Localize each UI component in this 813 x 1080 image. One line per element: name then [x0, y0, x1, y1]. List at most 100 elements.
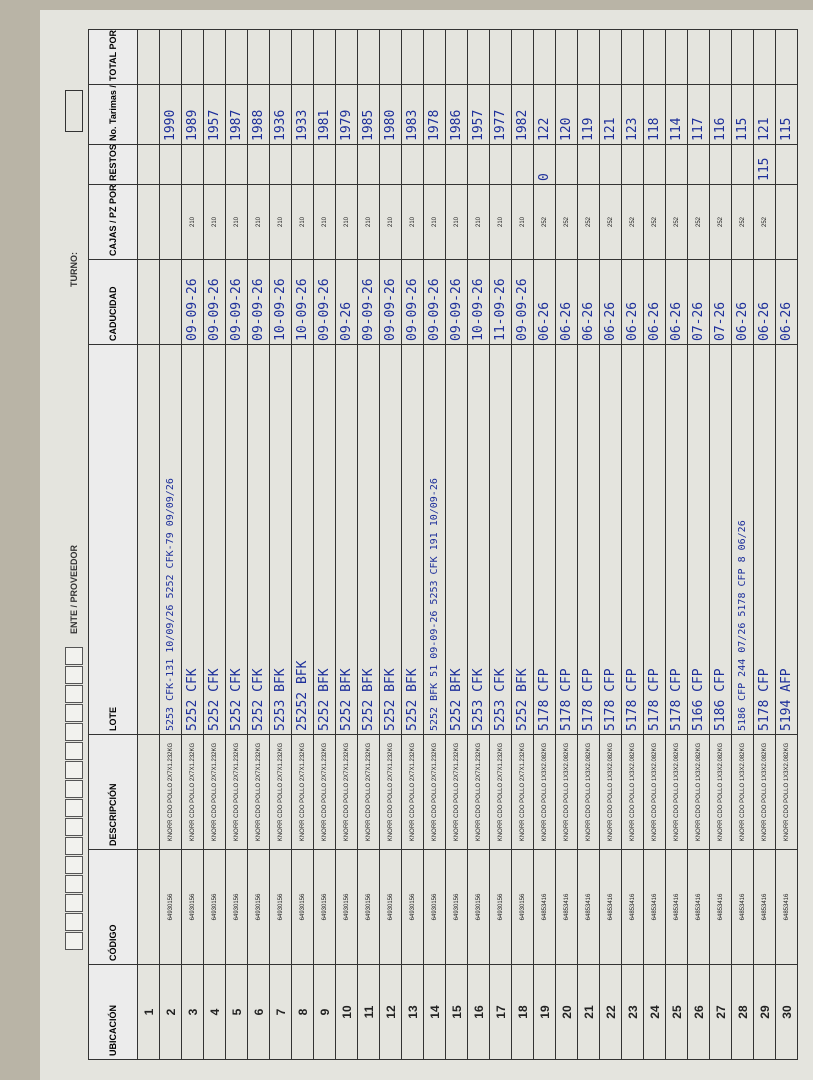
column-header: TOTAL POR CONSEC.	[88, 29, 138, 85]
table-cell: 13	[401, 964, 424, 1060]
checkbox	[65, 666, 83, 684]
table-cell: 25	[665, 964, 688, 1060]
table-cell: 5252 CFK	[247, 344, 270, 735]
table-cell: KNORR CDO POLLO 2X7X1.232KG	[445, 734, 468, 850]
table-cell	[489, 144, 512, 185]
table-cell	[511, 29, 534, 85]
table-cell: 5166 CFP	[687, 344, 710, 735]
checkbox-strip	[65, 646, 83, 950]
table-cell: 1982	[511, 84, 534, 145]
checkbox	[65, 761, 83, 779]
shift-label: TURNO:	[69, 252, 79, 287]
table-row: 18 64930156 KNORR CDO POLLO 2X7X1.232KG 525…	[511, 29, 534, 1060]
table-cell: KNORR CDO POLLO 2X7X1.232KG	[335, 734, 358, 850]
table-cell: 5186 CFP	[709, 344, 732, 735]
table-cell: 252	[709, 184, 732, 260]
table-cell: KNORR CDO POLLO 1X3X2.082KG	[555, 734, 578, 850]
table-cell: 06-26	[643, 259, 666, 345]
table-cell: 06-26	[731, 259, 754, 345]
table-cell: KNORR CDO POLLO 2X7X1.232KG	[489, 734, 512, 850]
table-cell: 210	[489, 184, 512, 260]
table-cell: 120	[555, 84, 578, 145]
table-cell: 64853416	[599, 849, 622, 965]
table-cell: 1	[137, 964, 160, 1060]
table-cell: 29	[753, 964, 776, 1060]
table-cell	[577, 144, 600, 185]
table-cell: 06-26	[665, 259, 688, 345]
table-cell: 10-09-26	[291, 259, 314, 345]
table-cell	[621, 144, 644, 185]
table-cell: 123	[621, 84, 644, 145]
table-cell: KNORR CDO POLLO 2X7X1.232KG	[269, 734, 292, 850]
provider-label: ENTE / PROVEEDOR	[69, 544, 79, 634]
table-cell: 119	[577, 84, 600, 145]
table-cell: 210	[379, 184, 402, 260]
table-cell	[687, 29, 710, 85]
table-cell: KNORR CDO POLLO 1X3X2.082KG	[621, 734, 644, 850]
table-cell: 5178 CFP	[643, 344, 666, 735]
table-cell: 20	[555, 964, 578, 1060]
table-cell: 64930156	[357, 849, 380, 965]
table-cell: 1957	[467, 84, 490, 145]
table-cell: 252	[753, 184, 776, 260]
table-cell: 114	[665, 84, 688, 145]
table-row: 28 64853416 KNORR CDO POLLO 1X3X2.082KG 518…	[731, 29, 754, 1060]
table-cell	[291, 29, 314, 85]
table-cell: 09-09-26	[379, 259, 402, 345]
table-cell	[159, 29, 182, 85]
table-cell: 5186 CFP 244 07/26 5178 CFP 8 06/26	[731, 344, 754, 735]
table-cell: KNORR CDO POLLO 2X7X1.232KG	[159, 734, 182, 850]
table-cell	[775, 184, 798, 260]
table-cell	[621, 29, 644, 85]
table-cell: 5252 CFK	[181, 344, 204, 735]
table-cell	[137, 734, 160, 850]
table-cell	[313, 29, 336, 85]
table-cell	[775, 29, 798, 85]
table-cell: 18	[511, 964, 534, 1060]
table-cell	[467, 144, 490, 185]
table-cell: 06-26	[555, 259, 578, 345]
table-cell: 25252 BFK	[291, 344, 314, 735]
table-cell: 5178 CFP	[753, 344, 776, 735]
checkbox	[65, 704, 83, 722]
table-cell	[137, 344, 160, 735]
table-cell	[423, 29, 446, 85]
table-cell: KNORR CDO POLLO 2X7X1.232KG	[467, 734, 490, 850]
table-cell: 5252 BFK	[511, 344, 534, 735]
table-row: 19 64853416 KNORR CDO POLLO 1X3X2.082KG 517…	[533, 29, 556, 1060]
table-cell: 210	[467, 184, 490, 260]
table-cell: 64930156	[379, 849, 402, 965]
table-cell: 210	[203, 184, 226, 260]
table-cell	[423, 144, 446, 185]
table-cell: 252	[599, 184, 622, 260]
table-cell: 06-26	[621, 259, 644, 345]
table-cell: 64930156	[335, 849, 358, 965]
table-row: 11 64930156 KNORR CDO POLLO 2X7X1.232KG 525…	[357, 29, 380, 1060]
table-cell: 09-09-26	[247, 259, 270, 345]
table-cell: 64853416	[687, 849, 710, 965]
table-cell: 16	[467, 964, 490, 1060]
table-cell: 210	[357, 184, 380, 260]
table-cell: 5178 CFP	[621, 344, 644, 735]
table-cell	[445, 29, 468, 85]
checkbox	[65, 894, 83, 912]
table-cell: 64853416	[621, 849, 644, 965]
table-cell	[401, 144, 424, 185]
table-cell: 64853416	[665, 849, 688, 965]
table-cell	[643, 144, 666, 185]
table-cell: 09-09-26	[511, 259, 534, 345]
table-cell	[137, 29, 160, 85]
table-cell	[203, 144, 226, 185]
table-cell: 252	[621, 184, 644, 260]
table-cell: 1977	[489, 84, 512, 145]
table-cell: 09-09-26	[203, 259, 226, 345]
table-cell: KNORR CDO POLLO 1X3X2.082KG	[599, 734, 622, 850]
table-cell	[269, 29, 292, 85]
table-cell	[379, 144, 402, 185]
table-cell: 3	[181, 964, 204, 1060]
table-cell: 252	[643, 184, 666, 260]
table-cell: 121	[599, 84, 622, 145]
table-cell	[775, 144, 798, 185]
table-row: 13 64930156 KNORR CDO POLLO 2X7X1.232KG 525…	[401, 29, 424, 1060]
checkbox	[65, 875, 83, 893]
